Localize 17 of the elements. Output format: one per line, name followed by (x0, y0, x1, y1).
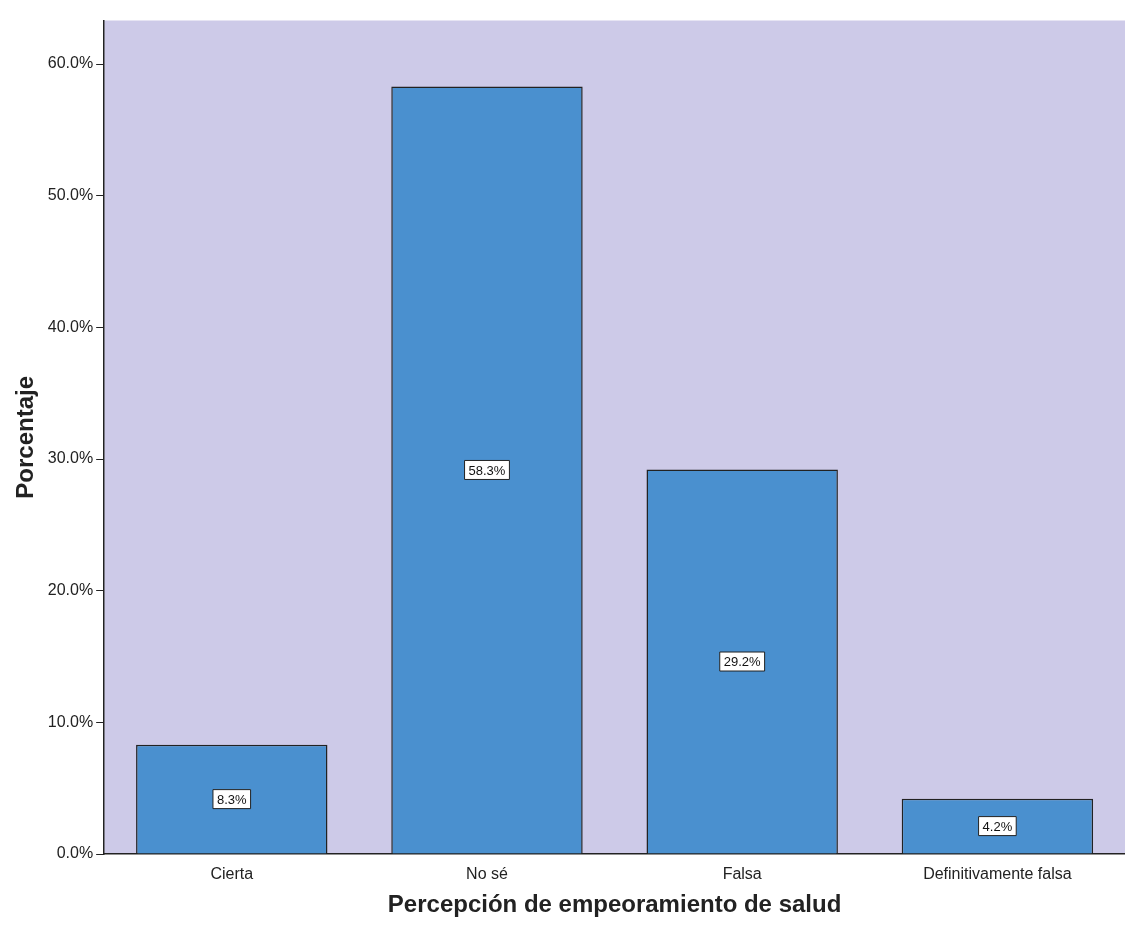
y-tick-label: 30.0% (47, 449, 94, 467)
x-tick-label: No sé (466, 865, 508, 883)
y-tick-label: 50.0% (47, 186, 94, 204)
y-tick-label: 60.0% (47, 54, 94, 72)
data-label: 58.3% (468, 462, 506, 478)
x-tick-label: Falsa (722, 865, 762, 883)
y-tick-label: 10.0% (47, 712, 94, 730)
data-label: 29.2% (723, 654, 762, 670)
x-tick-label: Cierta (210, 865, 254, 883)
y-axis-title: Porcentaje (11, 375, 39, 499)
y-tick-label: 0.0% (56, 844, 94, 862)
data-label: 8.3% (216, 791, 248, 807)
x-tick-label: Definitivamente falsa (923, 865, 1072, 883)
data-label: 4.2% (982, 818, 1013, 834)
x-axis-title: Percepción de empeoramiento de salud (387, 890, 842, 918)
y-tick-label: 40.0% (47, 317, 94, 335)
y-tick-label: 20.0% (47, 581, 94, 599)
